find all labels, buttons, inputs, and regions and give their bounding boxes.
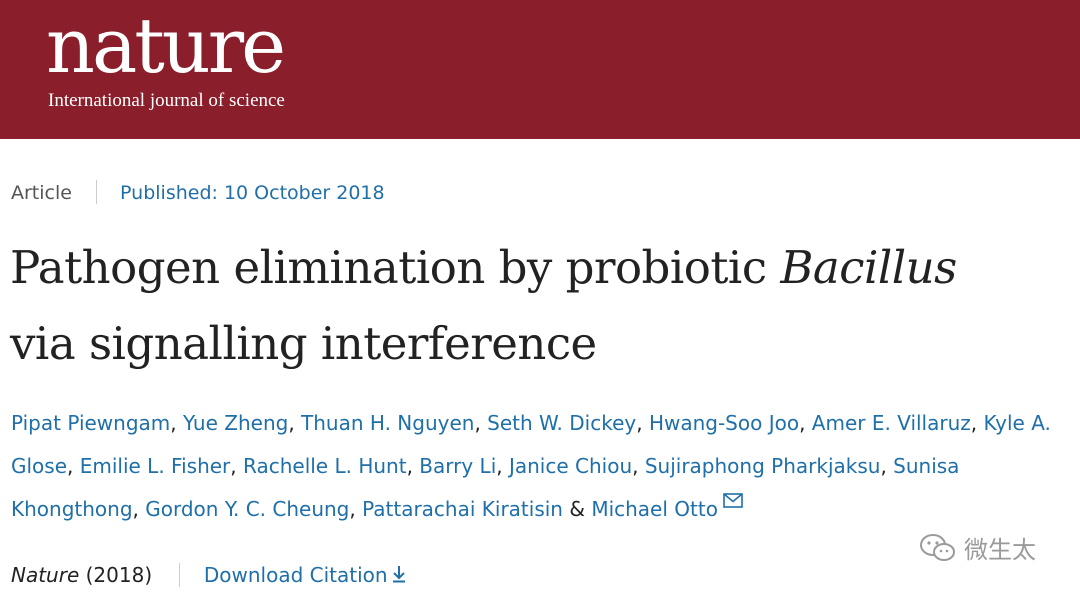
author-separator: , <box>67 454 74 478</box>
envelope-icon[interactable] <box>723 493 743 508</box>
wechat-icon <box>920 533 955 561</box>
author-link[interactable]: Kyle A. Glose <box>11 411 1051 478</box>
meta-divider <box>96 180 97 204</box>
journal-masthead: nature International journal of science <box>0 0 1080 139</box>
watermark-text: 微生太 <box>964 536 1036 564</box>
author-link[interactable]: Seth W. Dickey <box>487 411 637 435</box>
journal-tagline: International journal of science <box>48 90 285 111</box>
author-item: Barry Li, <box>419 454 509 478</box>
author-separator: , <box>632 454 639 478</box>
author-link[interactable]: Barry Li <box>419 454 497 478</box>
journal-name: Nature <box>11 563 80 587</box>
article-title-line1: Pathogen elimination by probiotic <box>10 241 767 294</box>
author-link[interactable]: Pipat Piewngam <box>11 411 171 435</box>
author-separator: , <box>230 454 237 478</box>
author-item: Amer E. Villaruz, <box>812 411 984 435</box>
author-link[interactable]: Amer E. Villaruz <box>811 411 971 435</box>
wechat-watermark: 微生太 <box>918 530 1036 565</box>
author-link[interactable]: Yue Zheng <box>183 411 289 435</box>
author-link[interactable]: Gordon Y. C. Cheung <box>145 497 350 521</box>
article-title-italic: Bacillus <box>780 241 957 294</box>
author-item: Kyle A. Glose, <box>11 411 1051 478</box>
author-link[interactable]: Janice Chiou <box>508 454 633 478</box>
author-link[interactable]: Sunisa Khongthong <box>11 454 960 521</box>
author-separator: , <box>636 411 643 435</box>
author-item: Thuan H. Nguyen, <box>301 411 487 435</box>
author-item: Pipat Piewngam, <box>11 411 183 435</box>
author-link[interactable]: Rachelle L. Hunt <box>243 454 407 478</box>
download-arrow-icon <box>392 566 405 583</box>
author-link[interactable]: Thuan H. Nguyen <box>301 411 475 435</box>
article-title-line2: via signalling interference <box>10 317 597 370</box>
author-item: Gordon Y. C. Cheung, <box>145 497 362 521</box>
author-item: & Michael Otto <box>569 493 743 521</box>
author-separator: , <box>474 411 481 435</box>
nature-logo[interactable]: nature <box>46 1 286 90</box>
author-item: Sunisa Khongthong, <box>11 454 959 521</box>
author-separator: , <box>880 454 887 478</box>
author-link[interactable]: Sujiraphong Pharkjaksu <box>644 454 881 478</box>
author-link[interactable]: Michael Otto <box>591 497 718 521</box>
article-title: Pathogen elimination by probiotic Bacill… <box>10 230 1080 382</box>
author-link[interactable]: Hwang-Soo Joo <box>648 411 800 435</box>
citation-row: Nature (2018) Download Citation <box>11 561 406 589</box>
author-separator: , <box>349 497 356 521</box>
author-item: Yue Zheng, <box>183 411 301 435</box>
author-separator: , <box>288 411 295 435</box>
author-item: Emilie L. Fisher, <box>80 454 243 478</box>
download-citation-label: Download Citation <box>203 563 388 587</box>
author-joiner: & <box>569 497 585 521</box>
author-item: Seth W. Dickey, <box>487 411 649 435</box>
download-citation-link[interactable]: Download Citation <box>204 563 406 587</box>
author-item: Rachelle L. Hunt, <box>243 454 419 478</box>
journal-year: (2018) <box>85 563 153 587</box>
author-item: Sujiraphong Pharkjaksu, <box>645 454 893 478</box>
author-separator: , <box>132 497 139 521</box>
article-type-label: Article <box>11 182 72 204</box>
author-separator: , <box>799 411 806 435</box>
published-date-link[interactable]: Published: 10 October 2018 <box>120 182 385 204</box>
author-link[interactable]: Pattarachai Kiratisin <box>362 497 563 521</box>
author-item: Pattarachai Kiratisin <box>362 497 569 521</box>
author-link[interactable]: Emilie L. Fisher <box>79 454 231 478</box>
author-separator: , <box>496 454 503 478</box>
author-item: Janice Chiou, <box>509 454 645 478</box>
author-separator: , <box>970 411 978 435</box>
author-list: Pipat Piewngam, Yue Zheng, Thuan H. Nguy… <box>11 402 1073 531</box>
author-item: Hwang-Soo Joo, <box>649 411 812 435</box>
citation-divider <box>178 563 180 587</box>
article-meta-row: Article Published: 10 October 2018 <box>11 180 385 206</box>
author-separator: , <box>406 454 413 478</box>
author-separator: , <box>170 411 177 435</box>
